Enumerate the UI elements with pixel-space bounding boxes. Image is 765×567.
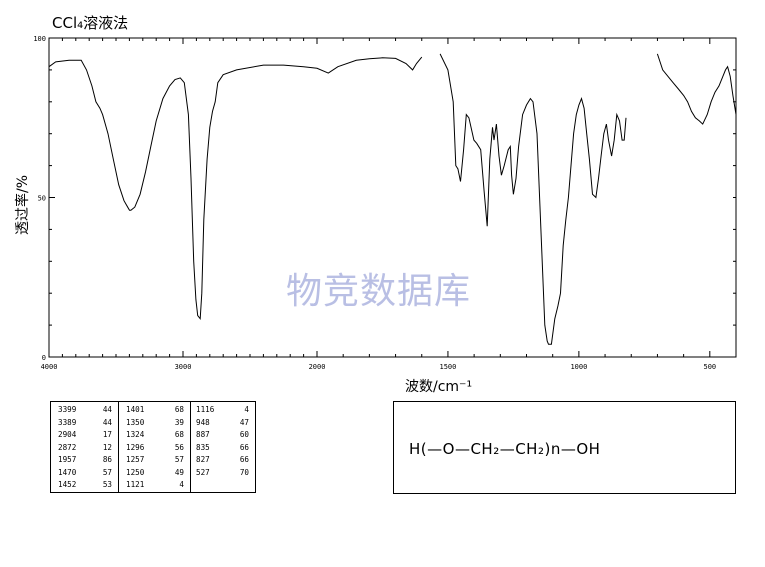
peak-transmittance: 56 [174, 442, 184, 452]
peak-row: 1116 4 [189, 404, 255, 417]
x-tick-label: 3000 [175, 363, 192, 371]
peak-row: 1324 68 [119, 429, 190, 442]
peak-table-column-3: 1116 4 948 47 887 60 835 66 827 66 527 70 [189, 404, 255, 492]
peak-row: 527 70 [189, 467, 255, 480]
peak-row: 948 47 [189, 417, 255, 430]
peak-transmittance: 4 [179, 480, 184, 489]
peak-wavenumber: 1324 [126, 430, 145, 439]
peak-transmittance: 57 [102, 467, 112, 477]
structure-box: H(—O—CH₂—CH₂)n—OH [393, 401, 736, 494]
x-tick-label: 1500 [440, 363, 457, 371]
peak-transmittance: 66 [239, 442, 249, 452]
x-tick-label: 500 [703, 363, 716, 371]
peak-transmittance: 70 [239, 467, 249, 477]
peak-row: 827 66 [189, 454, 255, 467]
peak-row: 835 66 [189, 442, 255, 455]
peak-wavenumber: 887 [196, 430, 210, 439]
peak-wavenumber: 1121 [126, 480, 145, 489]
peak-transmittance: 49 [174, 467, 184, 477]
peak-wavenumber: 527 [196, 467, 210, 477]
spectrum-line-segment-3 [656, 53, 737, 125]
x-tick-label: 1000 [570, 363, 587, 371]
peak-transmittance: 39 [174, 417, 184, 427]
peak-row: 1470 57 [51, 467, 118, 480]
peak-transmittance: 68 [174, 405, 184, 414]
peak-wavenumber: 1470 [58, 467, 77, 477]
peak-wavenumber: 1296 [126, 442, 145, 452]
peak-table: 3399 44 3389 44 2904 17 2872 12 1957 86 1470 57 1452… [50, 401, 256, 493]
peak-row: 2872 12 [51, 442, 118, 455]
peak-transmittance: 44 [102, 417, 112, 427]
peak-wavenumber: 1957 [58, 455, 77, 464]
peak-row: 3399 44 [51, 404, 118, 417]
spectrum-line-segment-1 [48, 56, 423, 321]
peak-row: 1350 39 [119, 417, 190, 430]
watermark-text: 物竞数据库 [286, 271, 472, 312]
peak-wavenumber: 1257 [126, 455, 145, 464]
x-tick-label: 4000 [41, 363, 58, 371]
peak-wavenumber: 2872 [58, 442, 77, 452]
peak-transmittance: 68 [174, 430, 184, 439]
y-tick-label: 50 [38, 195, 46, 203]
peak-wavenumber: 3399 [58, 405, 77, 414]
peak-row: 887 60 [189, 429, 255, 442]
peak-transmittance: 60 [239, 430, 249, 439]
peak-transmittance: 4 [244, 405, 249, 414]
peak-wavenumber: 1116 [196, 405, 215, 414]
y-tick-label: 100 [33, 35, 46, 43]
y-axis-label: 透过率/% [14, 175, 31, 235]
x-axis-label: 波数/cm⁻¹ [405, 379, 472, 395]
peak-table-column-2: 1401 68 1350 39 1324 68 1296 56 1257 57 1250 49 1121… [118, 402, 191, 492]
peak-wavenumber: 1401 [126, 405, 145, 414]
peak-row: 1121 4 [119, 479, 190, 492]
peak-row: 1257 57 [119, 454, 190, 467]
x-tick-label: 2000 [309, 363, 326, 371]
structure-formula: H(—O—CH₂—CH₂)n—OH [409, 440, 601, 458]
chart-title: CCl₄溶液法 [52, 14, 129, 32]
peak-wavenumber: 1452 [58, 480, 77, 489]
peak-transmittance: 17 [102, 430, 112, 439]
peak-transmittance: 12 [102, 442, 112, 452]
peak-wavenumber: 827 [196, 455, 210, 464]
peak-row: 3389 44 [51, 417, 118, 430]
spectrum-line-segment-2 [439, 53, 627, 345]
peak-row: 2904 17 [51, 429, 118, 442]
peak-transmittance: 53 [102, 480, 112, 489]
peak-table-column-1: 3399 44 3389 44 2904 17 2872 12 1957 86 1470 57 1452… [51, 404, 118, 492]
peak-transmittance: 47 [239, 417, 249, 427]
y-tick-label: 0 [42, 354, 46, 362]
peak-wavenumber: 835 [196, 442, 210, 452]
peak-transmittance: 57 [174, 455, 184, 464]
peak-row: 1452 53 [51, 479, 118, 492]
spectrum-series [48, 53, 737, 345]
peak-wavenumber: 1350 [126, 417, 145, 427]
peak-transmittance: 86 [102, 455, 112, 464]
peak-row: 1401 68 [119, 404, 190, 417]
peak-row: 1957 86 [51, 454, 118, 467]
peak-wavenumber: 3389 [58, 417, 77, 427]
peak-wavenumber: 2904 [58, 430, 77, 439]
peak-row: 1296 56 [119, 442, 190, 455]
peak-wavenumber: 1250 [126, 467, 145, 477]
peak-transmittance: 66 [239, 455, 249, 464]
peak-row: 1250 49 [119, 467, 190, 480]
peak-transmittance: 44 [102, 405, 112, 414]
peak-wavenumber: 948 [196, 417, 210, 427]
